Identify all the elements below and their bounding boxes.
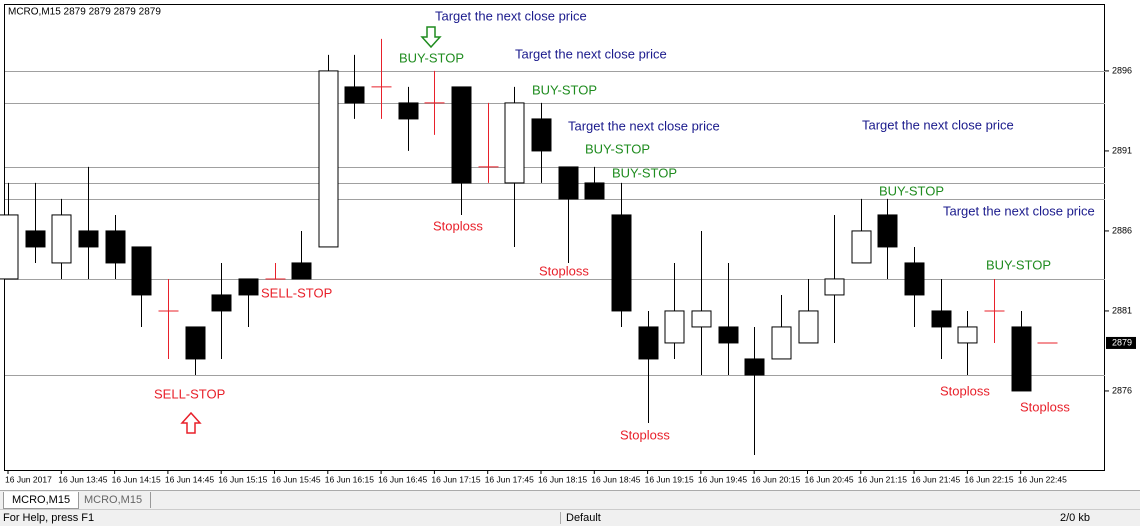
status-traffic: 2/0 kb — [1060, 512, 1090, 524]
x-tick-label: 16 Jun 16:15 — [325, 474, 374, 484]
candle-body — [78, 230, 99, 248]
candle-body — [851, 230, 872, 264]
candle-body — [0, 214, 19, 280]
annotation: Stoploss — [539, 263, 589, 278]
candle-body — [824, 278, 845, 296]
annotation: SELL-STOP — [261, 285, 332, 300]
candle-body — [904, 262, 925, 296]
x-tick-label: 16 Jun 18:45 — [591, 474, 640, 484]
x-tick-label: 16 Jun 17:45 — [485, 474, 534, 484]
candle-body — [798, 310, 819, 344]
candle-body — [211, 294, 232, 312]
annotation: Stoploss — [940, 383, 990, 398]
candle-body — [131, 246, 152, 296]
candle-body — [1011, 326, 1032, 392]
y-tick-label: 2896 — [1112, 65, 1132, 75]
annotation: Target the next close price — [943, 203, 1095, 218]
candle-body — [344, 86, 365, 104]
candle-body — [238, 278, 259, 296]
candle-body — [957, 326, 978, 344]
x-tick-label: 16 Jun 15:15 — [218, 474, 267, 484]
chart-title: MCRO,M15 2879 2879 2879 2879 — [8, 7, 161, 18]
y-tick-label: 2876 — [1112, 385, 1132, 395]
x-tick-label: 16 Jun 15:45 — [272, 474, 321, 484]
candle-body — [664, 310, 685, 344]
x-tick-label: 16 Jun 18:15 — [538, 474, 587, 484]
annotation: BUY-STOP — [612, 165, 677, 180]
current-price: 2879 — [1112, 337, 1132, 347]
annotation: Target the next close price — [862, 117, 1014, 132]
tab[interactable]: MCRO,M15 — [3, 492, 80, 509]
x-tick-label: 16 Jun 21:45 — [911, 474, 960, 484]
x-tick-label: 16 Jun 14:45 — [165, 474, 214, 484]
price-box — [1106, 336, 1136, 349]
candle-body — [398, 102, 419, 120]
x-tick-label: 16 Jun 13:45 — [58, 474, 107, 484]
annotation: BUY-STOP — [585, 141, 650, 156]
candle-body — [558, 166, 579, 200]
x-tick-label: 16 Jun 19:45 — [698, 474, 747, 484]
candle-body — [105, 230, 126, 264]
annotation: BUY-STOP — [399, 50, 464, 65]
x-tick-label: 16 Jun 19:15 — [645, 474, 694, 484]
annotation: BUY-STOP — [986, 257, 1051, 272]
status-bar: For Help, press F1 Default 2/0 kb — [0, 509, 1140, 526]
candle-body — [25, 230, 46, 248]
candle-body — [744, 358, 765, 376]
candle-body — [451, 86, 472, 184]
candle-body — [318, 70, 339, 248]
candle-body — [638, 326, 659, 360]
annotation: Stoploss — [433, 218, 483, 233]
candle-body — [504, 102, 525, 184]
x-tick-label: 16 Jun 20:45 — [805, 474, 854, 484]
x-tick-label: 16 Jun 16:45 — [378, 474, 427, 484]
candle-body — [51, 214, 72, 264]
annotation: Target the next close price — [435, 8, 587, 23]
candle-body — [185, 326, 206, 360]
tab[interactable]: MCRO,M15 — [76, 492, 152, 508]
y-tick-label: 2886 — [1112, 225, 1132, 235]
x-tick-label: 16 Jun 22:15 — [964, 474, 1013, 484]
y-tick-label: 2891 — [1112, 145, 1132, 155]
x-tick-label: 16 Jun 17:15 — [431, 474, 480, 484]
annotation: SELL-STOP — [154, 386, 225, 401]
annotation: Target the next close price — [515, 46, 667, 61]
y-tick-label: 2881 — [1112, 305, 1132, 315]
candle-body — [611, 214, 632, 312]
status-profile: Default — [560, 512, 601, 524]
up-arrow — [180, 411, 202, 434]
x-tick-label: 16 Jun 14:15 — [112, 474, 161, 484]
annotation: Stoploss — [1020, 399, 1070, 414]
candle-body — [771, 326, 792, 360]
chart-bg — [0, 0, 1140, 490]
x-tick-label: 16 Jun 20:15 — [751, 474, 800, 484]
x-tick-label: 16 Jun 21:15 — [858, 474, 907, 484]
annotation: Target the next close price — [568, 118, 720, 133]
candle-body — [691, 310, 712, 328]
candle-body — [291, 262, 312, 280]
candle-body — [584, 182, 605, 200]
candle-body — [931, 310, 952, 328]
annotation: BUY-STOP — [879, 183, 944, 198]
x-tick-label: 16 Jun 22:45 — [1018, 474, 1067, 484]
chart: MCRO,M15 2879 2879 2879 2879 2876 2881 288… — [0, 0, 1140, 490]
candle-body — [718, 326, 739, 344]
candle-body — [531, 118, 552, 152]
candle-body — [877, 214, 898, 248]
down-arrow — [420, 26, 442, 49]
annotation: Stoploss — [620, 427, 670, 442]
status-help: For Help, press F1 — [3, 512, 95, 524]
x-tick-label: 16 Jun 2017 — [5, 474, 52, 484]
annotation: BUY-STOP — [532, 82, 597, 97]
tab-bar: MCRO,M15 MCRO,M15 — [0, 490, 1140, 509]
